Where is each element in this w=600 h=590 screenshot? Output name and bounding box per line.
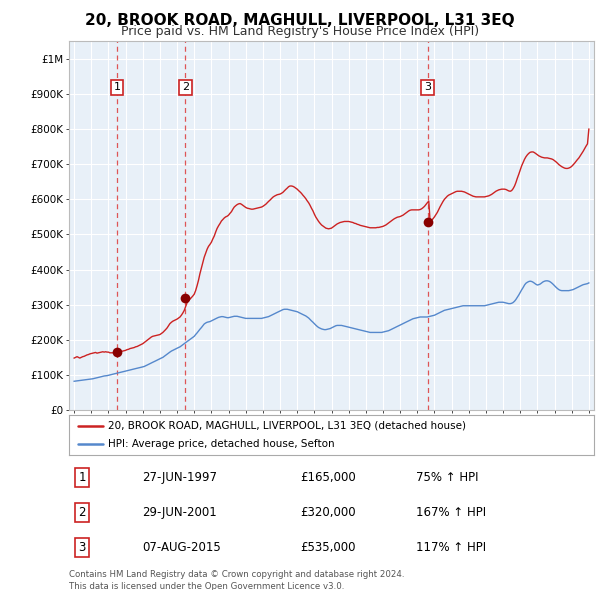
Text: Contains HM Land Registry data © Crown copyright and database right 2024.
This d: Contains HM Land Registry data © Crown c… xyxy=(69,570,404,590)
Text: HPI: Average price, detached house, Sefton: HPI: Average price, detached house, Seft… xyxy=(109,439,335,449)
Text: Price paid vs. HM Land Registry's House Price Index (HPI): Price paid vs. HM Land Registry's House … xyxy=(121,25,479,38)
Text: 3: 3 xyxy=(79,541,86,554)
Text: 2: 2 xyxy=(79,506,86,519)
Text: £320,000: £320,000 xyxy=(300,506,356,519)
Text: 1: 1 xyxy=(113,83,121,93)
Text: 07-AUG-2015: 07-AUG-2015 xyxy=(143,541,221,554)
Text: 1: 1 xyxy=(79,471,86,484)
Text: 167% ↑ HPI: 167% ↑ HPI xyxy=(415,506,485,519)
Text: 2: 2 xyxy=(182,83,189,93)
Text: 75% ↑ HPI: 75% ↑ HPI xyxy=(415,471,478,484)
Text: £165,000: £165,000 xyxy=(300,471,356,484)
Text: 20, BROOK ROAD, MAGHULL, LIVERPOOL, L31 3EQ: 20, BROOK ROAD, MAGHULL, LIVERPOOL, L31 … xyxy=(85,13,515,28)
Text: 117% ↑ HPI: 117% ↑ HPI xyxy=(415,541,485,554)
Text: £535,000: £535,000 xyxy=(300,541,355,554)
Text: 20, BROOK ROAD, MAGHULL, LIVERPOOL, L31 3EQ (detached house): 20, BROOK ROAD, MAGHULL, LIVERPOOL, L31 … xyxy=(109,421,466,431)
Text: 3: 3 xyxy=(424,83,431,93)
Text: 29-JUN-2001: 29-JUN-2001 xyxy=(143,506,217,519)
Text: 27-JUN-1997: 27-JUN-1997 xyxy=(143,471,218,484)
